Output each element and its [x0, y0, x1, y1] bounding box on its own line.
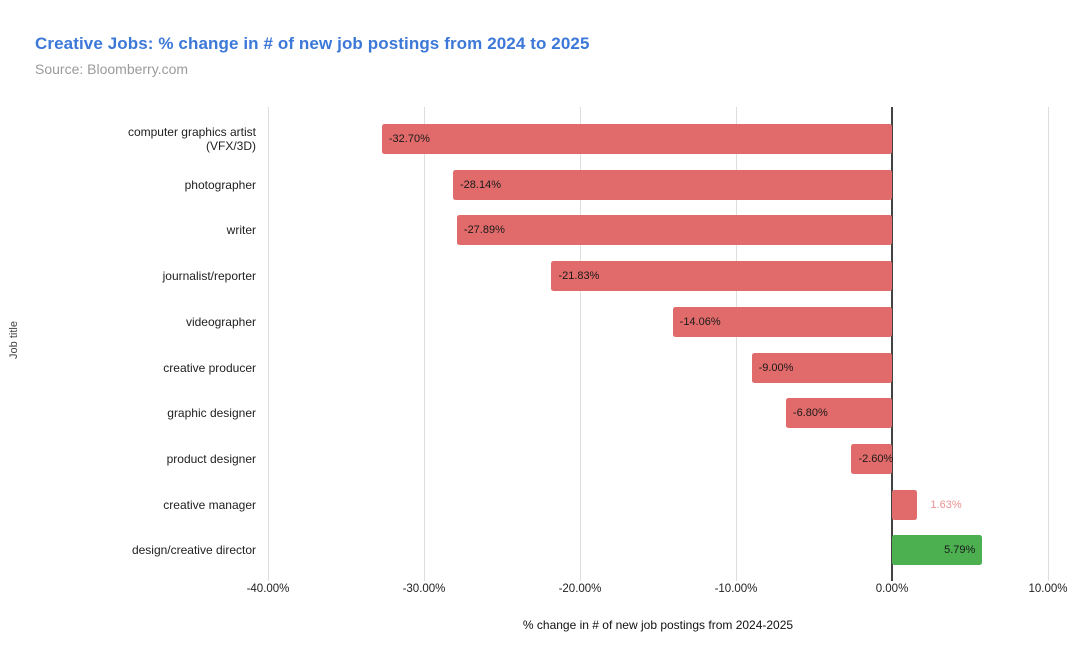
x-tick-label: 0.00% [875, 583, 909, 595]
x-tick-label: -30.00% [402, 583, 446, 595]
x-tick-label: -40.00% [246, 583, 290, 595]
category-label: graphic designer [167, 406, 256, 421]
value-label: 1.63% [930, 498, 962, 511]
x-tick-label: -10.00% [714, 583, 758, 595]
category-label: videographer [185, 314, 256, 329]
bar-journalist-reporter[interactable] [551, 261, 892, 292]
bar-design-creative-director[interactable] [892, 535, 983, 566]
value-label: -28.14% [460, 178, 501, 191]
gridline [736, 107, 737, 581]
value-label: -27.89% [463, 224, 505, 237]
bar-creative-manager[interactable] [892, 489, 918, 520]
bar-writer[interactable] [456, 215, 892, 246]
bar-product-designer[interactable] [851, 443, 892, 474]
category-label: creative manager [163, 497, 256, 512]
chart-title: Creative Jobs: % change in # of new job … [35, 34, 590, 53]
plot-area: -32.70% -28.14% -27.89% -21.83% -14.06% -9.00… [268, 107, 1049, 581]
bar-computer-graphics-artist-vfx-3d-[interactable] [381, 124, 892, 154]
category-label: writer [226, 223, 256, 238]
x-tick-label: 10.00% [1028, 583, 1068, 595]
gridline [268, 107, 269, 581]
value-label: -21.83% [558, 270, 600, 283]
chart-subtitle: Source: Bloomberry.com [35, 61, 189, 77]
gridline [1048, 107, 1049, 581]
x-tick-label: -20.00% [558, 583, 602, 595]
zero-axis-line [891, 107, 893, 581]
bar-creative-producer[interactable] [751, 352, 892, 383]
value-label: -6.80% [792, 407, 828, 420]
value-label: -14.06% [679, 315, 721, 328]
gridline [580, 107, 581, 581]
gridline [424, 107, 425, 581]
bar-photographer[interactable] [453, 169, 892, 200]
category-label: computer graphics artist (VFX/3D) [127, 125, 256, 153]
value-label: 5.79% [944, 544, 976, 557]
value-label: -9.00% [758, 361, 794, 374]
bar-videographer[interactable] [672, 306, 892, 337]
category-label: photographer [184, 177, 256, 192]
category-label: journalist/reporter [162, 269, 256, 284]
x-axis-title: % change in # of new job postings from 2… [522, 618, 794, 632]
category-label: design/creative director [131, 543, 256, 558]
value-label: -2.60% [858, 452, 894, 465]
category-label: product designer [166, 451, 256, 466]
bar-graphic-designer[interactable] [785, 398, 892, 429]
category-label: creative producer [163, 360, 256, 375]
value-label: -32.70% [388, 133, 430, 145]
